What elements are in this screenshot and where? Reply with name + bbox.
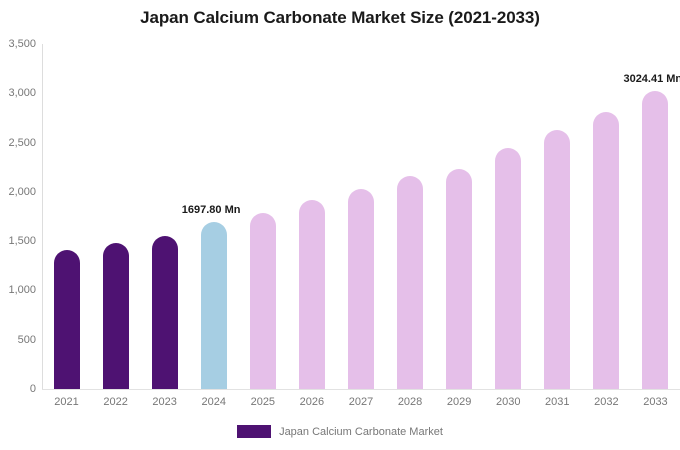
bar-2027[interactable]	[348, 189, 374, 389]
bar-slot	[298, 44, 325, 389]
x-axis-tick-label: 2028	[397, 396, 423, 408]
bar-2030[interactable]	[495, 148, 522, 389]
x-axis-tick-label: 2030	[495, 396, 521, 408]
legend-swatch-icon	[237, 425, 272, 438]
y-axis-labels: 0 500 1,000 1,500 2,000 2,500 3,000 3,500	[0, 38, 36, 395]
bar-slot	[53, 44, 80, 389]
x-axis-tick-label: 2024	[201, 396, 226, 408]
bar-slot	[348, 44, 374, 389]
chart-legend: Japan Calcium Carbonate Market	[0, 425, 680, 438]
bar-2025[interactable]	[249, 213, 276, 389]
x-axis-tick-label: 2029	[446, 396, 472, 408]
legend-item[interactable]: Japan Calcium Carbonate Market	[237, 425, 443, 438]
x-axis-tick-label: 2021	[54, 396, 79, 408]
bar-2028[interactable]	[397, 176, 424, 389]
bar-slot	[642, 44, 669, 389]
bar-slot	[200, 44, 227, 389]
y-axis-tick-label: 0	[29, 383, 36, 395]
x-axis-tick-label: 2023	[152, 396, 177, 408]
bar-2031[interactable]	[544, 130, 571, 389]
y-axis-tick-label: 1,500	[8, 235, 36, 248]
value-label-2024: 1697.80 Mn	[181, 203, 241, 216]
y-axis-tick-label: 3,000	[8, 87, 36, 100]
bar-2022[interactable]	[102, 243, 129, 389]
x-axis-tick-label: 2025	[250, 396, 276, 408]
y-axis-tick-label: 2,000	[8, 185, 36, 198]
y-axis-tick-label: 1,000	[8, 284, 36, 297]
x-axis-labels: 2021 2022 2023 2024 2025 2026 2027 2028 2029 2030…	[42, 396, 680, 414]
bar-2033[interactable]	[642, 90, 669, 389]
y-axis-tick-label: 2,500	[8, 136, 36, 149]
chart-title: Japan Calcium Carbonate Market Size (202…	[140, 8, 540, 27]
bar-slot	[151, 44, 178, 389]
bar-slot	[544, 44, 571, 389]
bar-group	[42, 44, 680, 389]
bar-slot	[593, 44, 620, 389]
y-axis-tick-label: 500	[17, 333, 36, 346]
bar-2021[interactable]	[53, 250, 80, 389]
x-axis-tick-label: 2026	[299, 396, 325, 408]
bar-2026[interactable]	[298, 200, 325, 389]
legend-label: Japan Calcium Carbonate Market	[279, 425, 443, 438]
bar-2032[interactable]	[593, 111, 620, 389]
x-axis-line	[42, 389, 680, 390]
bar-slot	[397, 44, 424, 389]
x-axis-tick-label: 2027	[348, 396, 374, 408]
bar-slot	[495, 44, 522, 389]
bar-slot	[446, 44, 473, 389]
bar-slot	[249, 44, 276, 389]
bar-2024[interactable]	[200, 221, 227, 389]
x-axis-tick-label: 2022	[103, 396, 128, 408]
y-axis-line	[42, 44, 43, 389]
y-axis-tick-label: 3,500	[8, 38, 36, 50]
x-axis-tick-label: 2033	[643, 396, 668, 408]
value-label-2033: 3024.41 Mn	[623, 72, 680, 85]
bar-slot	[102, 44, 129, 389]
bar-2023[interactable]	[151, 236, 178, 389]
bar-2029[interactable]	[446, 169, 473, 389]
x-axis-tick-label: 2032	[594, 396, 619, 408]
x-axis-tick-label: 2031	[545, 396, 570, 408]
plot-area: 1697.80 Mn 3024.41 Mn	[42, 44, 680, 390]
